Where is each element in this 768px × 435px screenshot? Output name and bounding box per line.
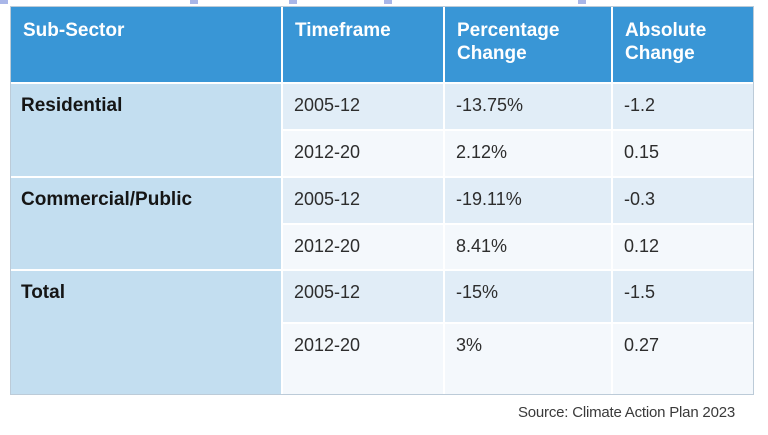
cell-percentage-change: -19.11% bbox=[445, 178, 613, 225]
emissions-change-table: Sub-Sector Timeframe Percentage Change A… bbox=[10, 6, 754, 395]
cell-timeframe: 2005-12 bbox=[283, 84, 445, 131]
cell-absolute-change: 0.27 bbox=[613, 324, 753, 394]
cell-absolute-change: 0.15 bbox=[613, 131, 753, 178]
table-row: Residential 2005-12 -13.75% -1.2 bbox=[11, 84, 753, 178]
table-row: 2012-20 3% 0.27 bbox=[11, 324, 753, 394]
column-header-absolute-change: Absolute Change bbox=[613, 7, 753, 84]
table-row: Commercial/Public 2005-12 -19.11% -0.3 bbox=[11, 178, 753, 271]
column-header-sub-sector: Sub-Sector bbox=[11, 7, 283, 84]
source-note: Source: Climate Action Plan 2023 bbox=[517, 404, 735, 421]
sub-sector-label-total: Total bbox=[11, 271, 283, 394]
cell-timeframe: 2012-20 bbox=[283, 324, 445, 394]
cell-absolute-change: -1.2 bbox=[613, 84, 753, 131]
selection-handle bbox=[190, 0, 198, 4]
sub-sector-label-residential: Residential bbox=[11, 84, 283, 178]
table-row: Total 2005-12 -15% -1.5 bbox=[11, 271, 753, 394]
cell-percentage-change: 8.41% bbox=[445, 225, 613, 271]
cell-percentage-change: -15% bbox=[445, 271, 613, 324]
cell-timeframe: 2012-20 bbox=[283, 131, 445, 178]
cell-percentage-change: 3% bbox=[445, 324, 613, 394]
column-header-timeframe: Timeframe bbox=[283, 7, 445, 84]
table-row: 2012-20 2.12% 0.15 bbox=[11, 131, 753, 178]
selection-handle bbox=[0, 0, 8, 4]
cell-percentage-change: -13.75% bbox=[445, 84, 613, 131]
header-row: Sub-Sector Timeframe Percentage Change A… bbox=[11, 7, 753, 84]
cell-absolute-change: -0.3 bbox=[613, 178, 753, 225]
cell-timeframe: 2005-12 bbox=[283, 271, 445, 324]
cell-timeframe: 2005-12 bbox=[283, 178, 445, 225]
column-header-percentage-change: Percentage Change bbox=[445, 7, 613, 84]
table-row: 2012-20 8.41% 0.12 bbox=[11, 225, 753, 271]
cell-absolute-change: 0.12 bbox=[613, 225, 753, 271]
sub-sector-label-commercial-public: Commercial/Public bbox=[11, 178, 283, 271]
cell-timeframe: 2012-20 bbox=[283, 225, 445, 271]
cell-absolute-change: -1.5 bbox=[613, 271, 753, 324]
selection-handle bbox=[289, 0, 297, 4]
cell-percentage-change: 2.12% bbox=[445, 131, 613, 178]
selection-handle bbox=[578, 0, 586, 4]
selection-handle bbox=[384, 0, 392, 4]
